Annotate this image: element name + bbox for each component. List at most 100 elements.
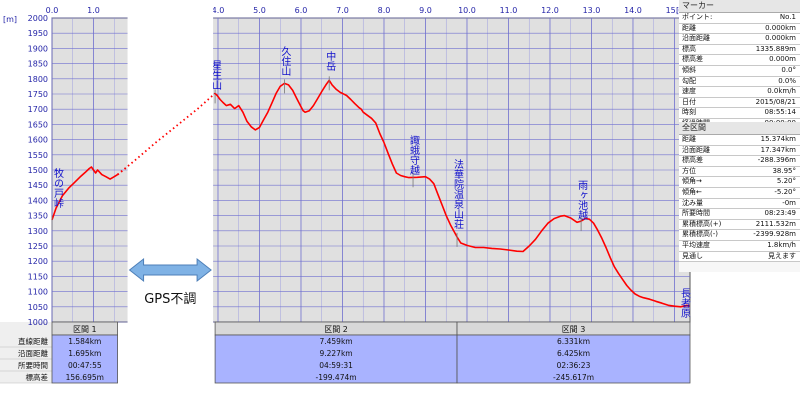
panel-row-value: 0.0° xyxy=(781,65,796,74)
point-label: 諏蛾守越 xyxy=(408,134,420,175)
panel-row-value: 15.374km xyxy=(760,135,796,143)
panel-row-value: 0.000km xyxy=(765,23,796,32)
point-label: 法華院温泉山荘 xyxy=(452,158,464,230)
y-axis-unit: [m] xyxy=(3,15,17,24)
y-tick-label: 1300 xyxy=(28,227,48,236)
x-tick-label: 6.0 xyxy=(295,6,308,15)
total-panel-title: 全区間 xyxy=(679,122,800,135)
panel-row-label: 距離 xyxy=(682,135,696,143)
panel-row-label: 時刻 xyxy=(682,108,696,117)
panel-row-label: 距離 xyxy=(682,23,696,32)
x-tick-label: 4.0 xyxy=(212,6,225,15)
total-panel-row: 傾角→ 5.20° xyxy=(679,177,800,188)
panel-row-label: ポイント: xyxy=(682,13,713,21)
panel-row-label: 方位 xyxy=(682,166,696,175)
total-panel-row: 距離 15.374km xyxy=(679,135,800,146)
panel-row-label: 平均速度 xyxy=(682,240,710,249)
x-tick-label: 9.0 xyxy=(419,6,432,15)
panel-row-value: 1335.889m xyxy=(755,44,796,53)
marker-panel-row: 時刻 08:55:14 xyxy=(679,108,800,119)
y-tick-label: 2000 xyxy=(28,14,48,23)
y-tick-label: 1450 xyxy=(28,181,48,190)
panel-row-value: 0.000km xyxy=(765,34,796,43)
gps-gap-label: GPS不調 xyxy=(144,292,196,307)
panel-row-label: 勾配 xyxy=(682,76,696,85)
panel-row-value: -2399.928m xyxy=(753,230,796,239)
section-value: 04:59:31 xyxy=(319,361,353,370)
x-tick-label: 5.0 xyxy=(253,6,266,15)
y-tick-label: 1350 xyxy=(28,212,48,221)
x-tick-label: 8.0 xyxy=(378,6,391,15)
total-panel-row: 傾角← -5.20° xyxy=(679,187,800,199)
panel-row-label: 所要時間 xyxy=(682,209,710,218)
point-label: 中岳 xyxy=(324,50,336,72)
y-tick-label: 1600 xyxy=(28,136,48,145)
section-value: 6.425km xyxy=(557,349,590,358)
x-tick-label: 1.0 xyxy=(87,6,100,15)
section-name: 区間 2 xyxy=(324,325,348,334)
table-row-label: 沿面距離 xyxy=(18,348,48,358)
table-row-label: 所要時間 xyxy=(18,360,48,370)
section-value-cell xyxy=(51,334,118,384)
panel-row-value: 1.8km/h xyxy=(767,240,796,249)
section-value: 9.227km xyxy=(319,349,352,358)
table-row-header-column xyxy=(0,322,52,383)
total-panel-row: 見通し 見えます xyxy=(679,251,800,263)
marker-panel-row: 傾斜 0.0° xyxy=(679,65,800,77)
total-panel-row: 所要時間 08:23:49 xyxy=(679,209,800,220)
point-label: 久住山 xyxy=(279,46,291,76)
x-tick-label: 10.0 xyxy=(458,6,476,15)
total-panel-row: 方位 38.95° xyxy=(679,166,800,178)
panel-row-value: 2015/08/21 xyxy=(755,97,796,106)
table-row-label: 直線距離 xyxy=(18,336,48,346)
panel-row-value: No.1 xyxy=(779,13,796,21)
marker-panel-row: 速度 0.0km/h xyxy=(679,87,800,98)
point-label: 長者原 xyxy=(679,288,691,318)
y-tick-label: 1400 xyxy=(28,196,48,205)
gps-gap-mask xyxy=(127,0,214,409)
y-tick-label: 1900 xyxy=(28,44,48,53)
panel-row-value: 38.95° xyxy=(772,166,796,175)
panel-row-label: 沈み量 xyxy=(682,198,703,207)
x-tick-label: 14.0 xyxy=(624,6,642,15)
section-name: 区間 1 xyxy=(73,325,97,334)
panel-row-label: 沿面距離 xyxy=(682,34,710,43)
panel-row-label: 傾斜 xyxy=(682,65,696,74)
panel-row-label: 傾角← xyxy=(682,187,702,196)
section-value: 1.695km xyxy=(68,349,101,358)
x-tick-label: 11.0 xyxy=(500,6,518,15)
panel-row-label: 標高差 xyxy=(682,55,703,64)
panel-row-label: 見通し xyxy=(682,251,703,260)
table-row-label: 標高差 xyxy=(26,372,49,382)
x-tick-label: 0.0 xyxy=(46,6,59,15)
panel-row-value: 08:55:14 xyxy=(764,108,796,117)
panel-row-value: 5.20° xyxy=(776,177,796,186)
panel-row-value: -5.20° xyxy=(774,187,796,196)
total-panel-row: 標高差 -288.396m xyxy=(679,156,800,167)
marker-panel-title: マーカー xyxy=(679,0,800,13)
y-tick-label: 1750 xyxy=(28,90,48,99)
x-tick-label: 7.0 xyxy=(336,6,349,15)
marker-panel-row: 勾配 0.0% xyxy=(679,76,800,88)
marker-panel-row: 日付 2015/08/21 xyxy=(679,97,800,109)
x-tick-label: 12.0 xyxy=(541,6,559,15)
y-tick-label: 1850 xyxy=(28,60,48,69)
section-value: 7.459km xyxy=(319,337,352,346)
panel-row-value: -288.396m xyxy=(757,156,796,165)
total-panel-row: 累積標高(-) -2399.928m xyxy=(679,230,800,241)
panel-row-value: 見えます xyxy=(768,251,796,260)
panel-row-label: 沿面距離 xyxy=(682,145,710,154)
panel-row-label: 累積標高(-) xyxy=(682,230,718,239)
section-value: 156.695m xyxy=(66,373,104,382)
total-panel-row: 沿面距離 17.347km xyxy=(679,145,800,157)
panel-row-label: 速度 xyxy=(682,87,696,96)
marker-panel-row: ポイント: No.1 xyxy=(679,13,800,24)
total-panel-row: 累積標高(+) 2111.532m xyxy=(679,219,800,231)
total-panel: 全区間 距離 15.374km 沿面距離 17.347km 標高差 -288.396m 方位… xyxy=(679,122,800,272)
panel-row-value: 0.000m xyxy=(769,55,796,64)
panel-row-label: 傾角→ xyxy=(682,177,702,186)
panel-row-value: -0m xyxy=(782,198,796,207)
y-tick-label: 1050 xyxy=(28,303,48,312)
